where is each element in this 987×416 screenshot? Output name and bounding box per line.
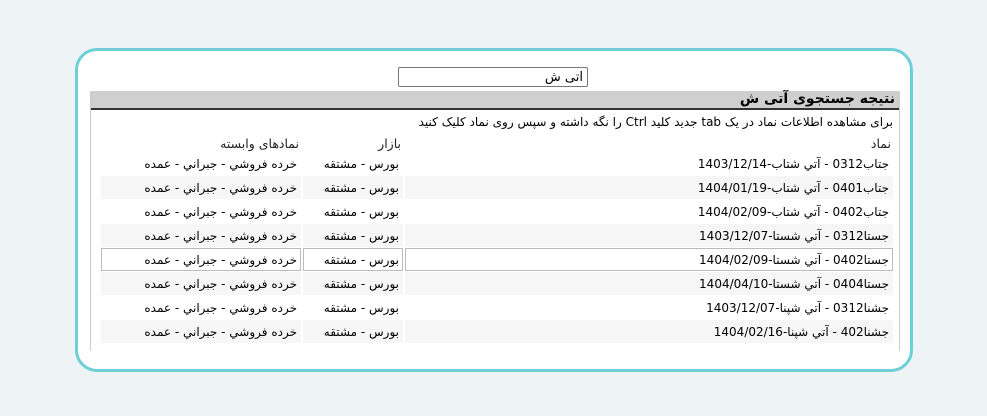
table-row[interactable]: جستا0312 - آتي شستا-1403/12/07 بورس - مشت… bbox=[101, 224, 893, 247]
ctrl-click-hint: برای مشاهده اطلاعات نماد در یک tab جدید … bbox=[418, 115, 893, 129]
symbol-link[interactable]: جتاب0401 - آتي شتاب-1404/01/19 bbox=[405, 176, 893, 199]
column-market: بازار bbox=[378, 136, 401, 151]
related-cell: خرده فروشي - جبراني - عمده bbox=[101, 152, 301, 175]
related-cell: خرده فروشي - جبراني - عمده bbox=[101, 248, 301, 271]
symbol-link[interactable]: جتاب0402 - آتي شتاب-1404/02/09 bbox=[405, 200, 893, 223]
related-cell: خرده فروشي - جبراني - عمده bbox=[101, 272, 301, 295]
table-row[interactable]: جتاب0401 - آتي شتاب-1404/01/19 بورس - مشت… bbox=[101, 176, 893, 199]
search-input[interactable] bbox=[398, 67, 588, 87]
results-title: نتیجه جستجوی آتی ش bbox=[91, 91, 899, 110]
results-table: نماد بازار نمادهای وابسته جتاب0312 - آتي… bbox=[99, 135, 895, 344]
market-cell: بورس - مشتقه bbox=[303, 320, 403, 343]
table-row[interactable]: جشنا0312 - آتي شپنا-1403/12/07 بورس - مشت… bbox=[101, 296, 893, 319]
market-cell: بورس - مشتقه bbox=[303, 200, 403, 223]
related-cell: خرده فروشي - جبراني - عمده bbox=[101, 296, 301, 319]
related-cell: خرده فروشي - جبراني - عمده bbox=[101, 200, 301, 223]
symbol-link[interactable]: جشنا0312 - آتي شپنا-1403/12/07 bbox=[405, 296, 893, 319]
symbol-link[interactable]: جستا0402 - آتي شستا-1404/02/09 bbox=[405, 248, 893, 271]
column-related: نمادهای وابسته bbox=[220, 136, 299, 151]
symbol-link[interactable]: جستا0312 - آتي شستا-1403/12/07 bbox=[405, 224, 893, 247]
symbol-link[interactable]: جتاب0312 - آتي شتاب-1403/12/14 bbox=[405, 152, 893, 175]
market-cell: بورس - مشتقه bbox=[303, 248, 403, 271]
market-cell: بورس - مشتقه bbox=[303, 176, 403, 199]
related-cell: خرده فروشي - جبراني - عمده bbox=[101, 176, 301, 199]
symbol-link[interactable]: جشنا402 - آتي شپنا-1404/02/16 bbox=[405, 320, 893, 343]
table-row[interactable]: جتاب0312 - آتي شتاب-1403/12/14 بورس - مشت… bbox=[101, 152, 893, 175]
table-row[interactable]: جستا0402 - آتي شستا-1404/02/09 بورس - مشت… bbox=[101, 248, 893, 271]
market-cell: بورس - مشتقه bbox=[303, 224, 403, 247]
related-cell: خرده فروشي - جبراني - عمده bbox=[101, 320, 301, 343]
table-row[interactable]: جشنا402 - آتي شپنا-1404/02/16 بورس - مشتق… bbox=[101, 320, 893, 343]
market-cell: بورس - مشتقه bbox=[303, 152, 403, 175]
market-cell: بورس - مشتقه bbox=[303, 272, 403, 295]
market-cell: بورس - مشتقه bbox=[303, 296, 403, 319]
table-row[interactable]: جستا0404 - آتي شستا-1404/04/10 بورس - مشت… bbox=[101, 272, 893, 295]
column-symbol: نماد bbox=[870, 136, 891, 151]
related-cell: خرده فروشي - جبراني - عمده bbox=[101, 224, 301, 247]
results-panel: نتیجه جستجوی آتی ش برای مشاهده اطلاعات ن… bbox=[90, 91, 900, 351]
symbol-link[interactable]: جستا0404 - آتي شستا-1404/04/10 bbox=[405, 272, 893, 295]
search-card: نتیجه جستجوی آتی ش برای مشاهده اطلاعات ن… bbox=[75, 48, 913, 372]
table-row[interactable]: جتاب0402 - آتي شتاب-1404/02/09 بورس - مشت… bbox=[101, 200, 893, 223]
